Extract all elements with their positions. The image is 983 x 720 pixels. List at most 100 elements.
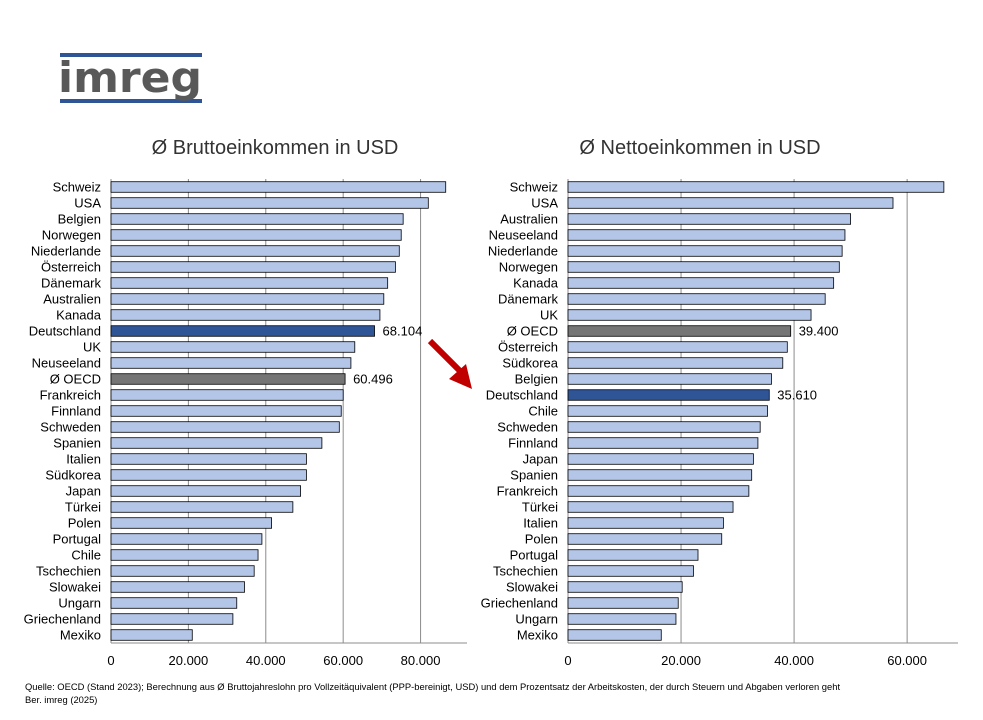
netto-bar-deutschland (567, 389, 770, 401)
brutto-bar-niederlande (110, 245, 400, 257)
brutto-category-label: Norwegen (42, 228, 101, 243)
brutto-category-label: Niederlande (31, 244, 101, 259)
brutto-category-label: Neuseeland (32, 356, 101, 371)
brutto-bar-suedkorea (110, 469, 307, 481)
brutto-category-label: Ungarn (58, 596, 101, 611)
netto-bar-daenemark (567, 293, 826, 305)
brutto-category-label: USA (74, 196, 101, 211)
netto-category-label: Norwegen (499, 260, 558, 275)
brutto-bar-portugal (110, 533, 263, 545)
footer-author: Ber. imreg (2025) (25, 694, 98, 705)
logo-bottom-line (60, 99, 202, 103)
brutto-bar-ungarn (110, 597, 238, 609)
brutto-category-label: Belgien (58, 212, 101, 227)
brutto-category-label: Südkorea (45, 468, 101, 483)
chart-title-netto: Ø Nettoeinkommen in USD (579, 137, 821, 159)
brutto-bar-slowakei (110, 581, 245, 593)
netto-bar-tuerkei (567, 501, 734, 513)
netto-bar-finnland (567, 437, 759, 449)
netto-bar-japan (567, 453, 754, 465)
brutto-bar-finnland (110, 405, 342, 417)
footer-source: Quelle: OECD (Stand 2023); Berechnung au… (25, 681, 841, 692)
brutto-category-label: Österreich (41, 260, 101, 275)
netto-bar-neuseeland (567, 229, 846, 241)
brutto-category-label: Ø OECD (50, 372, 101, 387)
brutto-bar-spanien (110, 437, 323, 449)
brutto-category-label: Türkei (65, 500, 101, 515)
netto-bar-mexiko (567, 629, 662, 641)
brutto-category-label: Tschechien (36, 564, 101, 579)
brutto-data-label: 60.496 (353, 372, 393, 387)
netto-category-label: Griechenland (481, 596, 558, 611)
brutto-data-label: 68.104 (383, 324, 423, 339)
netto-bar-spanien (567, 469, 753, 481)
netto-bar-chile (567, 405, 768, 417)
netto-category-label: Ungarn (515, 612, 558, 627)
brutto-category-label: Schweden (40, 420, 101, 435)
brutto-bar-daenemark (110, 277, 389, 289)
brutto-category-label: Spanien (53, 436, 101, 451)
netto-bar-suedkorea (567, 357, 784, 369)
netto-category-label: Japan (523, 452, 558, 467)
brutto-bar-frankreich (110, 389, 344, 401)
netto-bar-oesterreich (567, 341, 788, 353)
netto-category-label: Chile (528, 404, 558, 419)
netto-tick-label: 20.000 (661, 653, 701, 668)
netto-bar-griechenland (567, 597, 679, 609)
brutto-bar-oesterreich (110, 261, 396, 273)
brutto-category-label: Dänemark (41, 276, 101, 291)
brutto-bar-schweiz (110, 181, 447, 193)
brutto-bar-polen (110, 517, 272, 529)
brutto-category-label: Japan (66, 484, 101, 499)
netto-data-label: 35.610 (777, 388, 817, 403)
brutto-category-label: Australien (43, 292, 101, 307)
netto-tick-label: 0 (564, 653, 571, 668)
netto-bar-schweden (567, 421, 761, 433)
brutto-bar-tuerkei (110, 501, 294, 513)
netto-bar-ungarn (567, 613, 677, 625)
brutto-bar-chile (110, 549, 259, 561)
brutto-category-label: Schweiz (53, 180, 101, 195)
netto-bar-frankreich (567, 485, 750, 497)
netto-category-label: Australien (500, 212, 558, 227)
netto-bar-italien (567, 517, 724, 529)
chart-title-brutto: Ø Bruttoeinkommen in USD (151, 137, 399, 159)
netto-bar-australien (567, 213, 852, 225)
logo-text: imreg (58, 53, 202, 102)
brutto-bar-uk (110, 341, 356, 353)
brutto-bar-usa (110, 197, 429, 209)
brutto-tick-label: 40.000 (246, 653, 286, 668)
logo-top-line (60, 53, 202, 57)
brutto-category-label: Italien (66, 452, 101, 467)
brutto-tick-label: 80.000 (401, 653, 441, 668)
brutto-bar-tschechien (110, 565, 255, 577)
brutto-bar-belgien (110, 213, 404, 225)
brutto-category-label: Slowakei (49, 580, 101, 595)
brutto-bar-kanada (110, 309, 381, 321)
brutto-category-label: Kanada (56, 308, 102, 323)
netto-bar-norwegen (567, 261, 840, 273)
netto-bar-uk (567, 309, 812, 321)
netto-category-label: Ø OECD (507, 324, 558, 339)
brutto-bar-neuseeland (110, 357, 352, 369)
brutto-bar-o-oecd (110, 373, 346, 385)
brutto-tick-label: 60.000 (323, 653, 363, 668)
imreg-logo: imreg (58, 53, 202, 103)
netto-category-label: UK (540, 308, 558, 323)
netto-category-label: Frankreich (497, 484, 558, 499)
netto-category-label: Österreich (498, 340, 558, 355)
netto-category-label: USA (531, 196, 558, 211)
netto-category-label: Deutschland (486, 388, 558, 403)
brutto-category-label: Portugal (53, 532, 102, 547)
brutto-bar-deutschland (110, 325, 375, 337)
brutto-bar-norwegen (110, 229, 402, 241)
netto-category-label: Tschechien (493, 564, 558, 579)
netto-tick-label: 40.000 (774, 653, 814, 668)
brutto-bar-italien (110, 453, 307, 465)
brutto-category-label: Polen (68, 516, 101, 531)
brutto-category-label: Frankreich (40, 388, 101, 403)
netto-bar-slowakei (567, 581, 683, 593)
netto-category-label: Südkorea (502, 356, 558, 371)
brutto-bar-schweden (110, 421, 340, 433)
